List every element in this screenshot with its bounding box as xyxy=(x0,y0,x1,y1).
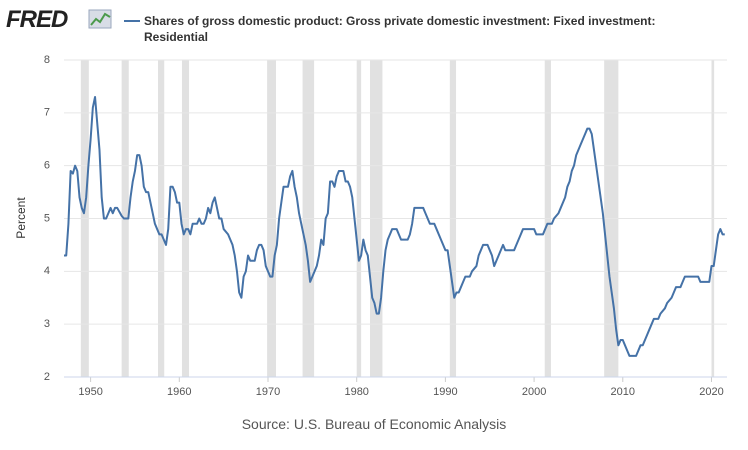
x-tick-label: 1960 xyxy=(167,386,191,398)
source: Source: U.S. Bureau of Economic Analysis xyxy=(241,416,507,432)
y-tick-label: 7 xyxy=(44,107,50,119)
x-tick-label: 1980 xyxy=(344,386,368,398)
y-tick-label: 2 xyxy=(44,371,50,383)
x-tick-label: 2020 xyxy=(699,386,723,398)
logo-icon xyxy=(88,9,112,29)
x-tick-label: 1970 xyxy=(256,386,280,398)
y-tick-label: 3 xyxy=(44,318,50,330)
y-tick-label: 4 xyxy=(44,265,50,277)
y-tick-label: 5 xyxy=(44,212,50,224)
legend-entry: Shares of gross domestic product: Gross … xyxy=(144,14,656,44)
x-tick-label: 1990 xyxy=(433,386,457,398)
legend-swatch xyxy=(124,20,140,22)
y-tick-label: 6 xyxy=(44,160,50,172)
y-axis-label: Percent xyxy=(14,197,28,239)
x-tick-label: 2000 xyxy=(522,386,546,398)
x-tick-label: 2010 xyxy=(611,386,635,398)
logo: FRED xyxy=(6,6,68,33)
y-tick-label: 8 xyxy=(44,54,50,66)
series-line xyxy=(64,95,725,357)
x-tick-label: 1950 xyxy=(78,386,102,398)
